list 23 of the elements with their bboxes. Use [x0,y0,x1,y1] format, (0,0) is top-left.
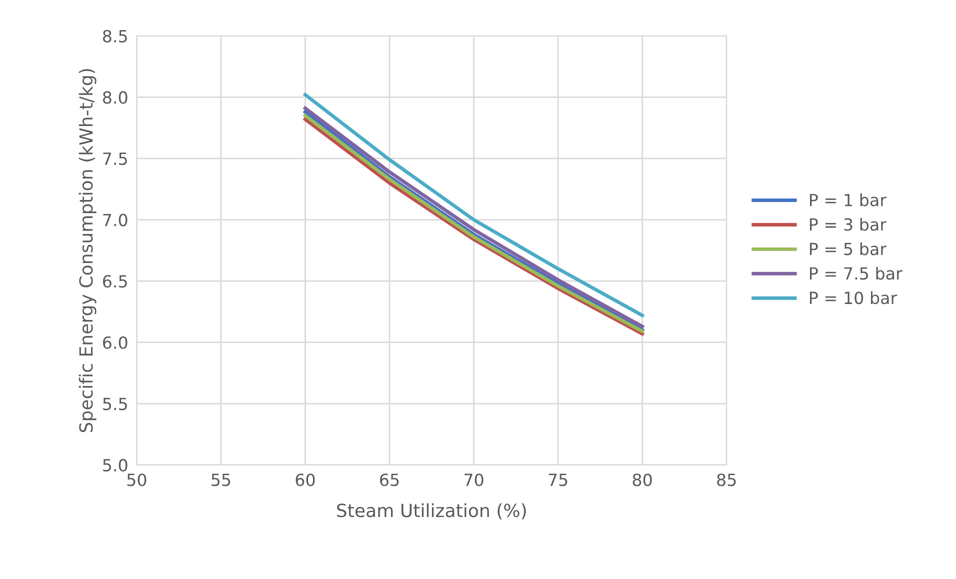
legend-label: P = 1 bar [810,193,887,206]
y-axis-title: Specific Energy Consumption (kWh-t/kg) [78,69,96,432]
x-tick-label: 85 [717,474,736,486]
y-tick-label: 5.5 [103,398,127,410]
x-axis-title: Steam Utilization (%) [337,503,526,520]
legend-label: P = 10 bar [810,291,898,304]
y-tick-label: 8.5 [103,30,127,42]
legend-label: P = 7.5 bar [810,266,902,280]
y-tick-label: 7.0 [103,214,128,226]
y-tick-label: 5.0 [103,458,128,472]
x-tick-label: 70 [464,474,484,486]
x-tick-label: 80 [632,474,652,486]
y-tick-label: 7.5 [103,152,127,166]
legend-label: P = 5 bar [810,242,887,256]
x-tick-label: 65 [380,474,399,486]
x-tick-label: 60 [296,474,315,486]
y-tick-label: 6.5 [103,275,127,288]
y-tick-label: 6.0 [103,336,128,349]
x-tick-label: 55 [212,474,230,486]
x-tick-label: 75 [548,474,568,486]
legend-label: P = 3 bar [810,218,887,231]
y-tick-label: 8.0 [103,91,128,104]
x-tick-label: 50 [127,474,146,486]
